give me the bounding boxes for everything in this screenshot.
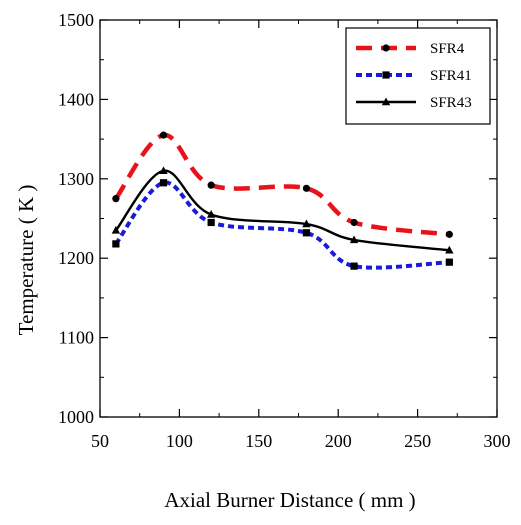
y-tick-label: 1300: [58, 169, 94, 189]
legend-marker: [382, 71, 390, 79]
data-point: [159, 131, 168, 139]
legend-label: SFR4: [430, 41, 465, 57]
data-point: [302, 229, 311, 237]
x-tick-label: 200: [325, 431, 352, 451]
data-point: [159, 179, 168, 187]
data-point: [159, 166, 168, 175]
x-axis-title: Axial Burner Distance ( mm ): [164, 488, 415, 512]
legend-label: SFR41: [430, 68, 472, 84]
y-tick-label: 1400: [58, 89, 94, 109]
data-point: [445, 258, 453, 266]
legend-marker: [381, 97, 391, 106]
series-line: [114, 169, 450, 252]
data-point: [349, 235, 359, 244]
data-point: [302, 219, 311, 228]
x-tick-label: 50: [91, 431, 109, 451]
data-point: [111, 225, 121, 234]
data-point: [206, 210, 216, 218]
y-tick-label: 1100: [59, 328, 94, 348]
legend-item-SFR43: SFR43: [356, 95, 472, 111]
series-SFR43: [111, 166, 454, 254]
y-tick-label: 1200: [58, 248, 94, 268]
legend-item-SFR41: SFR41: [356, 68, 472, 84]
data-point: [350, 218, 358, 227]
x-tick-label: 300: [484, 431, 511, 451]
x-axis: 50 100 150 200 250 300: [91, 20, 511, 451]
y-axis-title: Temperature ( K ): [14, 185, 38, 336]
series-layer: [111, 131, 454, 270]
series-line: [114, 180, 450, 270]
x-tick-label: 100: [166, 431, 193, 451]
legend: SFR4 SFR41 SFR43: [345, 27, 491, 125]
x-tick-label: 250: [404, 431, 431, 451]
legend-item-SFR4: SFR4: [356, 41, 465, 57]
x-tick-label: 150: [245, 431, 272, 451]
data-point: [302, 184, 311, 192]
data-point: [112, 195, 120, 203]
y-tick-label: 1500: [58, 10, 94, 30]
series-SFR4: [112, 131, 453, 238]
data-point: [112, 240, 120, 248]
data-point: [207, 218, 215, 227]
legend-label: SFR43: [430, 95, 472, 111]
data-point: [445, 245, 454, 254]
series-SFR41: [112, 179, 453, 270]
data-point: [207, 181, 215, 189]
y-axis: 1000 1100 1200 1300 1400 1500: [58, 10, 497, 427]
y-tick-label: 1000: [58, 407, 94, 427]
data-point: [445, 230, 453, 238]
data-point: [350, 262, 358, 270]
legend-marker: [382, 44, 390, 52]
